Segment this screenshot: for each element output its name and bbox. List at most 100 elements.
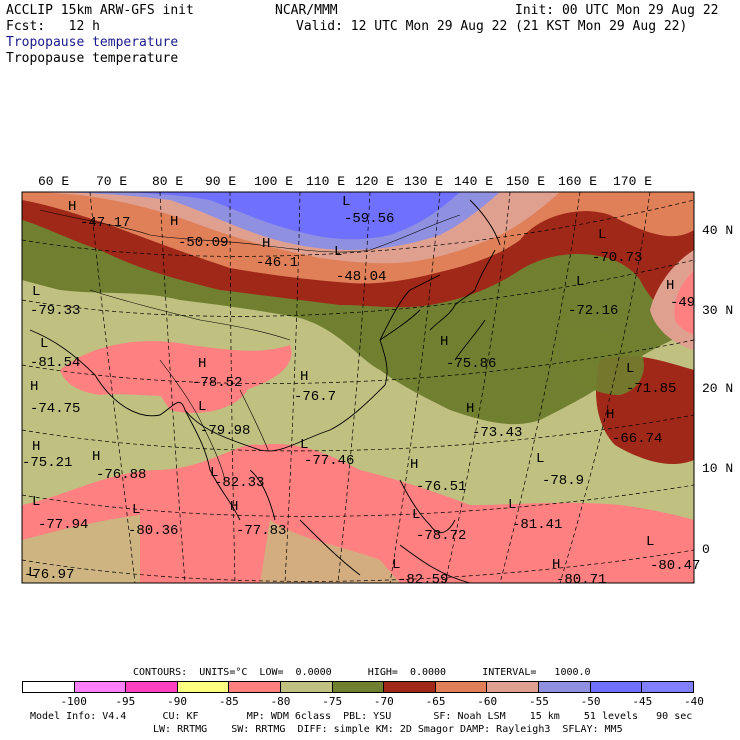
color-legend-ticks: -100 -95 -90 -85 -80 -75 -70 -65 -60 -55 -50 -45 -40…: [22, 695, 740, 709]
extremum-value: -75.21: [22, 455, 72, 471]
extremum-value: -79.98: [200, 423, 250, 439]
color-legend-tick: -40: [684, 695, 704, 708]
extremum-marker: L: [392, 557, 400, 573]
color-legend-tick: -90: [167, 695, 187, 708]
extremum-value: -66.74: [612, 431, 662, 447]
color-legend-swatch: [435, 682, 488, 692]
color-legend: [22, 681, 694, 693]
color-legend-tick: -45: [632, 695, 653, 708]
extremum-marker: H: [300, 369, 308, 385]
extremum-marker: L: [300, 437, 308, 453]
extremum-marker: H: [466, 401, 474, 417]
graticule: [22, 192, 694, 583]
extremum-marker: L: [28, 565, 36, 581]
extremum-value: -76.51: [416, 479, 466, 495]
fill-field-title: Tropopause temperature: [6, 35, 179, 50]
extremum-marker: H: [262, 236, 270, 252]
color-legend-swatch: [642, 682, 693, 692]
lon-label: 120 E: [355, 174, 394, 189]
extremum-marker: L: [32, 494, 40, 510]
extremum-marker: H: [30, 379, 38, 395]
lon-label: 100 E: [254, 174, 293, 189]
lat-label: 30 N: [702, 303, 733, 318]
extremum-marker: L: [334, 244, 342, 260]
extremum-value: -79.33: [30, 303, 80, 319]
model-info-line-2: LW: RRTMG SW: RRTMG DIFF: simple KM: 2D …: [153, 724, 623, 735]
color-legend-swatch: [23, 682, 75, 692]
extremum-value: -77.94: [38, 517, 88, 533]
valid-time: Valid: 12 UTC Mon 29 Aug 22 (21 KST Mon …: [296, 19, 688, 34]
extremum-marker: H: [440, 334, 448, 350]
extremum-value: -78.72: [416, 528, 466, 544]
extremum-value: -72.16: [568, 303, 618, 319]
color-legend-swatch: [384, 682, 436, 692]
color-legend-tick: -55: [528, 695, 549, 708]
color-legend-tick: -95: [115, 695, 136, 708]
color-legend-swatch: [177, 682, 230, 692]
extremum-value: -82.59: [398, 572, 448, 588]
extremum-value: -59.56: [344, 211, 394, 227]
color-legend-tick: -85: [218, 695, 239, 708]
extremum-value: -82.33: [214, 475, 264, 491]
lon-label: 90 E: [205, 174, 236, 189]
color-legend-tick: -100: [60, 695, 87, 708]
extremum-marker: H: [410, 457, 418, 473]
color-legend-swatch: [539, 682, 591, 692]
lat-label: 0: [702, 542, 710, 557]
color-legend-tick: -60: [477, 695, 498, 708]
extremum-value: -78.52: [192, 375, 242, 391]
model-title: ACCLIP 15km ARW-GFS init: [6, 3, 194, 18]
extremum-marker: H: [606, 407, 614, 423]
extremum-value: -73.43: [472, 425, 522, 441]
color-legend-swatch: [74, 682, 127, 692]
color-legend-tick: -75: [322, 695, 343, 708]
color-legend-swatch: [487, 682, 540, 692]
extremum-value: -78.9: [542, 473, 584, 489]
extremum-marker: L: [210, 465, 218, 481]
lon-label: 110 E: [306, 174, 345, 189]
lon-label: 140 E: [454, 174, 493, 189]
lon-label: 130 E: [404, 174, 443, 189]
lon-label: 170 E: [613, 174, 652, 189]
lat-label: 20 N: [702, 381, 733, 396]
lon-label: 80 E: [152, 174, 183, 189]
extremum-value: -49: [670, 295, 695, 311]
extremum-marker: H: [68, 199, 76, 215]
extremum-marker: L: [626, 361, 634, 377]
color-legend-swatch: [332, 682, 385, 692]
extremum-marker: H: [230, 499, 238, 515]
extremum-marker: H: [666, 278, 674, 294]
extremum-marker: L: [508, 497, 516, 513]
extremum-value: -48.04: [336, 269, 386, 285]
extremum-marker: L: [536, 451, 544, 467]
temperature-fill-layer: [22, 192, 694, 583]
extremum-marker: L: [342, 194, 350, 210]
org-label: NCAR/MMM: [275, 3, 338, 18]
lat-label: 40 N: [702, 223, 733, 238]
extremum-value: -47.17: [80, 215, 130, 231]
extremum-value: -76.97: [24, 567, 74, 583]
extremum-marker: H: [170, 214, 178, 230]
extremum-marker: H: [32, 439, 40, 455]
map-frame: [21, 191, 695, 584]
extremum-value: -76.7: [294, 389, 336, 405]
forecast-hour: Fcst: 12 h: [6, 19, 100, 34]
extremum-marker: L: [412, 507, 420, 523]
extremum-marker: L: [40, 336, 48, 352]
extremum-value: -80.47: [650, 558, 700, 574]
border-layer: [39, 209, 461, 481]
extremum-value: -77.46: [304, 453, 354, 469]
color-legend-swatch: [590, 682, 643, 692]
extremum-marker: L: [646, 534, 654, 550]
color-legend-tick: -80: [270, 695, 291, 708]
lon-label: 150 E: [506, 174, 545, 189]
extremum-marker: L: [132, 502, 140, 518]
init-time: Init: 00 UTC Mon 29 Aug 22: [515, 3, 719, 18]
extremum-value: -76.88: [96, 467, 146, 483]
extremum-value: -46.1: [256, 255, 298, 271]
color-legend-tick: -65: [425, 695, 446, 708]
extremum-value: -50.09: [178, 235, 228, 251]
extremum-marker: H: [552, 557, 560, 573]
extremum-marker: L: [198, 399, 206, 415]
